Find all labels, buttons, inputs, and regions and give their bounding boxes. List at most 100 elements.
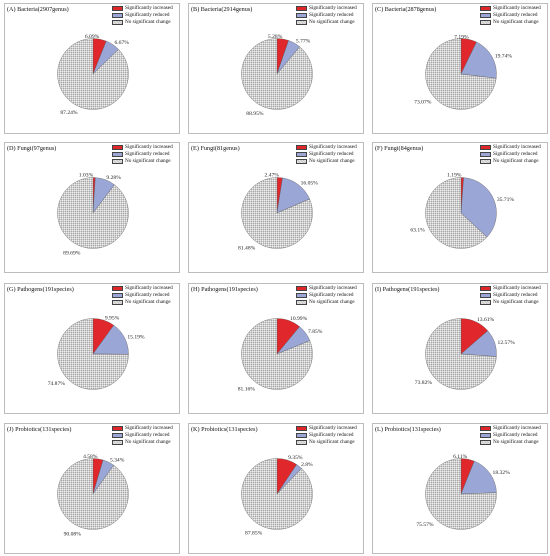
pie-slice-reduced — [460, 41, 497, 79]
legend-swatch — [296, 19, 307, 25]
panel-title: (B) Bacteria(2914genus) — [191, 6, 253, 13]
legend: Significantly increased Significantly red… — [480, 144, 544, 165]
legend-item: Significantly reduced — [296, 12, 360, 19]
legend-label: Significantly increased — [309, 5, 357, 11]
pie-chart: 13.61% 12.57% 73.82% — [415, 317, 515, 390]
legend-label: Significantly increased — [493, 144, 541, 150]
slice-value-label: 89.69% — [63, 250, 81, 256]
legend-swatch — [480, 299, 491, 305]
legend-swatch — [296, 151, 307, 157]
slice-value-label: 7.19% — [454, 34, 469, 40]
slice-value-label: 13.61% — [477, 317, 495, 323]
legend-label: Significantly increased — [493, 5, 541, 11]
pie-slice-no-change — [425, 318, 497, 390]
legend-swatch — [296, 144, 307, 150]
legend-swatch — [112, 12, 123, 18]
legend-swatch — [480, 151, 491, 157]
legend-item: No significant change — [112, 19, 176, 26]
slice-value-label: 5.28% — [268, 34, 283, 40]
slice-value-label: 9.35% — [288, 455, 303, 461]
legend-label: Significantly increased — [125, 5, 173, 11]
legend-swatch — [112, 144, 123, 150]
legend-item: No significant change — [480, 299, 544, 306]
legend-label: No significant change — [125, 299, 171, 305]
pie-panel: (J) Probiotics(131species) Significantly … — [4, 423, 180, 554]
legend-label: No significant change — [125, 158, 171, 164]
slice-value-label: 1.19% — [447, 173, 462, 179]
legend: Significantly increased Significantly red… — [480, 285, 544, 306]
legend-swatch — [296, 299, 307, 305]
pie-slice-no-change — [57, 318, 129, 390]
legend-swatch — [296, 12, 307, 18]
legend-label: No significant change — [309, 439, 355, 445]
legend-label: Significantly reduced — [309, 12, 354, 18]
legend-item: Significantly reduced — [112, 432, 176, 439]
legend-swatch — [480, 432, 491, 438]
pie-panel: (L) Probiotics(131species) Significantly … — [372, 423, 548, 554]
legend-swatch — [296, 285, 307, 291]
slice-value-label: 87.85% — [245, 531, 263, 537]
legend-label: Significantly increased — [125, 144, 173, 150]
legend-label: No significant change — [493, 19, 539, 25]
pie-panel: (A) Bacteria(2907genus) Significantly inc… — [4, 3, 180, 134]
legend-swatch — [480, 5, 491, 11]
legend-item: Significantly increased — [480, 144, 544, 151]
legend-swatch — [112, 19, 123, 25]
legend: Significantly increased Significantly red… — [296, 425, 360, 446]
pie-slice-reduced — [460, 460, 497, 495]
legend-label: No significant change — [309, 158, 355, 164]
legend-item: Significantly increased — [480, 5, 544, 12]
legend-swatch — [112, 158, 123, 164]
legend-item: Significantly increased — [296, 425, 360, 432]
legend-label: Significantly reduced — [493, 12, 538, 18]
legend-item: No significant change — [480, 19, 544, 26]
panel-title: (E) Fungi(81genus) — [191, 145, 240, 152]
legend-item: Significantly increased — [296, 5, 360, 12]
legend-item: No significant change — [112, 158, 176, 165]
legend-item: Significantly reduced — [112, 151, 176, 158]
panel-title: (H) Pathogens(191species) — [191, 286, 258, 293]
pie-panel: (B) Bacteria(2914genus) Significantly inc… — [188, 3, 364, 134]
pie-chart: 6.11% 18.32% 75.57% — [416, 454, 510, 530]
legend-item: No significant change — [296, 19, 360, 26]
legend-swatch — [112, 285, 123, 291]
pie-panel: (K) Probiotics(131species) Significantly … — [188, 423, 364, 554]
pie-panel: (E) Fungi(81genus) Significantly increase… — [188, 142, 364, 273]
pie-slice-no-change — [57, 177, 129, 249]
panel-title: (J) Probiotics(131species) — [7, 426, 72, 433]
legend-swatch — [480, 425, 491, 431]
legend: Significantly increased Significantly red… — [480, 5, 544, 26]
panel-title: (C) Bacteria(2878genus) — [375, 6, 437, 13]
pie-chart: 1.03% 9.28% 89.69% — [57, 173, 129, 256]
legend-label: Significantly increased — [309, 425, 357, 431]
legend: Significantly increased Significantly red… — [112, 425, 176, 446]
slice-value-label: 2.47% — [265, 173, 280, 179]
pie-chart: 6.09% 6.67% 87.24% — [57, 34, 129, 116]
panel-title: (A) Bacteria(2907genus) — [7, 6, 69, 13]
legend-label: No significant change — [309, 299, 355, 305]
legend-label: Significantly reduced — [309, 432, 354, 438]
pie-panel: (G) Pathogens(191species) Significantly i… — [4, 283, 180, 414]
legend-swatch — [480, 292, 491, 298]
legend-item: Significantly increased — [112, 425, 176, 432]
pie-slice-reduced — [460, 177, 497, 238]
legend-swatch — [480, 144, 491, 150]
pie-panel: (H) Pathogens(191species) Significantly i… — [188, 283, 364, 414]
panel-title: (L) Probiotics(131species) — [375, 426, 441, 433]
legend-item: Significantly reduced — [112, 12, 176, 19]
legend-item: Significantly reduced — [480, 151, 544, 158]
legend-swatch — [480, 158, 491, 164]
pie-chart: 7.19% 19.74% 73.07% — [414, 34, 512, 110]
legend: Significantly increased Significantly red… — [112, 5, 176, 26]
slice-value-label: 1.03% — [79, 173, 94, 179]
slice-value-label: 35.71% — [497, 197, 515, 203]
slice-value-label: 88.95% — [246, 111, 264, 117]
pie-panel: (F) Fungi(84genus) Significantly increase… — [372, 142, 548, 273]
legend-item: Significantly reduced — [480, 292, 544, 299]
legend-swatch — [112, 5, 123, 11]
pie-chart: 9.95% 15.19% 74.87% — [48, 315, 145, 390]
pie-slice-no-change — [425, 177, 488, 249]
slice-value-label: 75.57% — [416, 522, 434, 528]
slice-value-label: 5.77% — [296, 38, 311, 44]
legend-label: Significantly reduced — [125, 292, 170, 298]
